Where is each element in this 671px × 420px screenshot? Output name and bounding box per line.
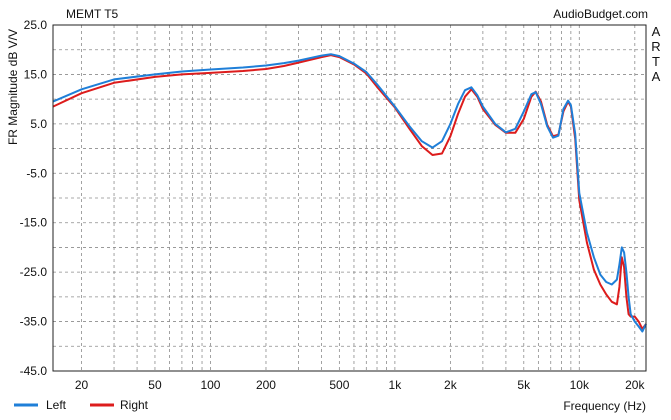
y-tick-label: -25.0 (20, 265, 48, 279)
y-tick-label: 25.0 (24, 18, 48, 32)
x-tick-label: 10k (570, 378, 590, 392)
plot-frame (52, 24, 647, 372)
tick-labels: 25.0 15.0 5.0 -5.0 -15.0 -25.0 -35.0 -45.0 20 50 1… (20, 18, 646, 392)
arta-letter: A (652, 69, 661, 84)
y-tick-label: -15.0 (20, 216, 48, 230)
x-tick-label: 5k (517, 378, 531, 392)
series-lines (52, 53, 647, 333)
source-label: AudioBudget.com (553, 7, 648, 21)
arta-letter: R (651, 39, 660, 54)
x-axis-label: Frequency (Hz) (563, 399, 646, 413)
x-tick-label: 20k (625, 378, 645, 392)
x-tick-label: 500 (329, 378, 349, 392)
legend-label-left: Left (46, 398, 67, 412)
y-tick-label: 15.0 (24, 67, 48, 81)
x-tick-label: 100 (200, 378, 220, 392)
x-tick-label: 200 (256, 378, 276, 392)
y-tick-label: 5.0 (30, 117, 47, 131)
x-tick-label: 2k (444, 378, 458, 392)
legend-label-right: Right (120, 398, 149, 412)
legend: Left Right (14, 398, 149, 412)
arta-letter: T (652, 54, 660, 69)
series-line-right (52, 54, 647, 330)
x-tick-label: 50 (148, 378, 162, 392)
x-tick-label: 1k (389, 378, 403, 392)
y-tick-label: -35.0 (20, 315, 48, 329)
chart-title: MEMT T5 (66, 7, 119, 21)
y-axis-label: FR Magnitude dB V/V (6, 29, 20, 145)
y-tick-label: -45.0 (20, 364, 48, 378)
series-line-left (52, 53, 647, 333)
arta-letter: A (652, 24, 661, 39)
x-tick-label: 20 (75, 378, 89, 392)
y-tick-label: -5.0 (26, 166, 47, 180)
